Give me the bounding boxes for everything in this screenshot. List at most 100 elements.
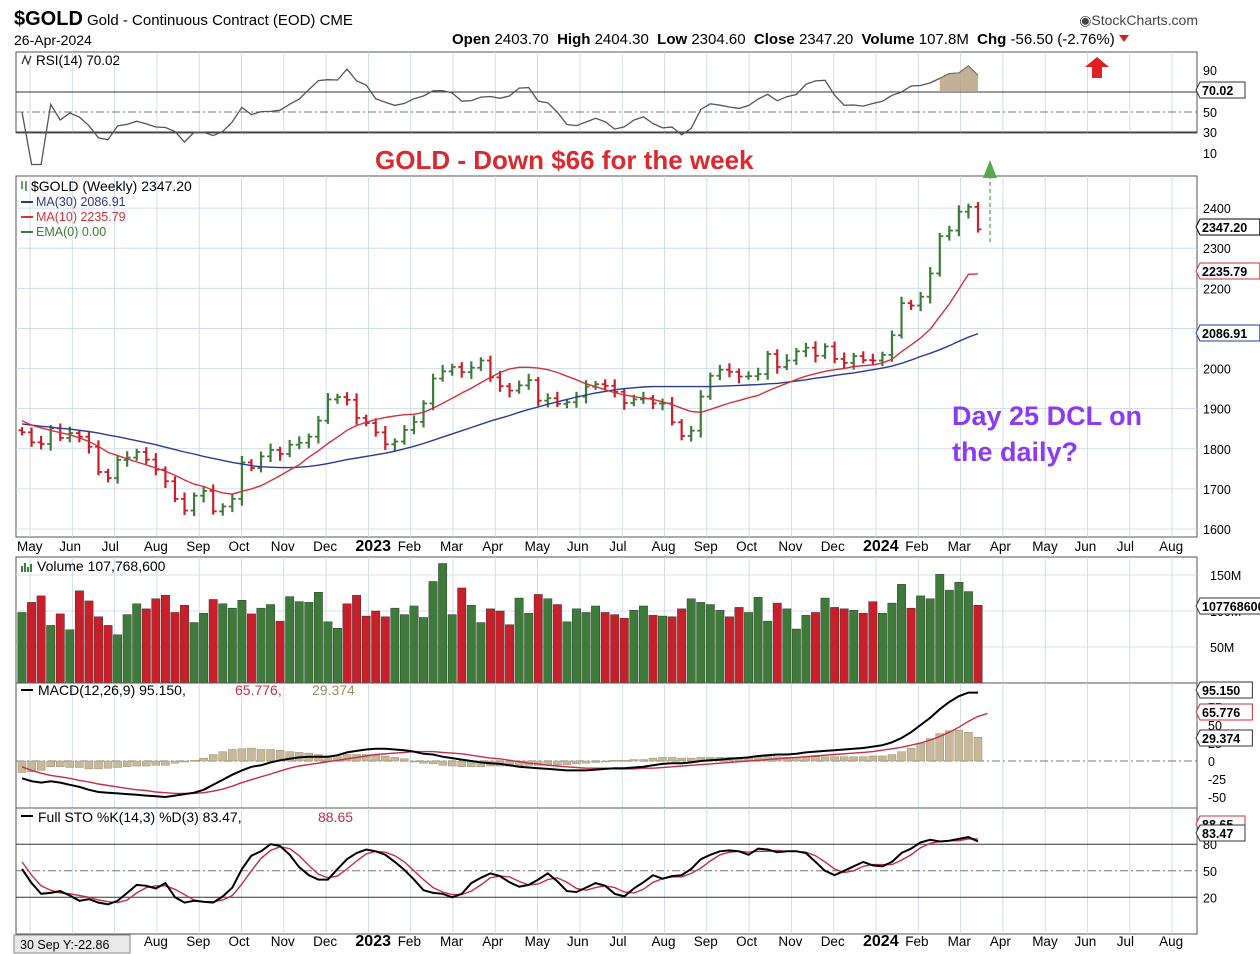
chart-date: 26-Apr-2024: [14, 32, 92, 48]
macd-histogram-bar: [600, 760, 610, 763]
brand-logo[interactable]: ◉StockCharts.com: [1079, 12, 1198, 28]
macd-histogram-bar: [591, 760, 600, 763]
volume-bar: [84, 600, 94, 684]
macd-histogram-bar: [56, 760, 65, 767]
volume-bar: [552, 604, 562, 684]
volume-bar: [55, 613, 65, 684]
volume-bar: [600, 612, 610, 684]
volume-bar: [352, 594, 361, 684]
month-axis-label-bottom: Aug: [652, 934, 676, 949]
volume-bar: [725, 616, 734, 684]
chart-header: $GOLD Gold - Continuous Contract (EOD) C…: [0, 0, 1260, 52]
month-axis-label: Aug: [1159, 539, 1183, 554]
volume-bar: [973, 605, 983, 684]
macd-histogram-bar: [17, 760, 27, 773]
price-bar: [811, 341, 819, 363]
volume-bar: [371, 610, 381, 684]
volume-bar: [380, 616, 390, 684]
price-bar: [228, 494, 236, 513]
month-axis-label-bottom: Apr: [990, 934, 1012, 949]
rsi-tick-label: 30: [1203, 126, 1217, 140]
macd-histogram-bar: [926, 738, 935, 762]
price-bar: [267, 443, 275, 462]
macd-histogram-bar: [830, 756, 839, 762]
price-legend-item: MA(10) 2235.79: [36, 210, 126, 224]
macd-histogram-bar: [103, 760, 113, 769]
macd-histogram-bar: [161, 760, 170, 766]
volume-bar: [935, 574, 945, 684]
month-axis-label: Apr: [990, 539, 1012, 554]
month-axis-label-bottom: Jul: [1117, 934, 1134, 949]
volume-bar: [925, 598, 935, 684]
month-axis-label: Aug: [144, 539, 168, 554]
month-axis-label: Jul: [1117, 539, 1134, 554]
macd-histogram-bar: [820, 756, 830, 762]
month-axis-label: Jun: [567, 539, 589, 554]
macd-histogram-bar: [247, 747, 256, 762]
volume-bar: [113, 634, 123, 684]
price-bar: [945, 225, 953, 241]
price-bar: [381, 425, 389, 450]
volume-bar: [906, 607, 916, 684]
month-axis-label: Dec: [313, 539, 337, 554]
price-bar: [620, 388, 628, 410]
price-bar: [295, 436, 303, 450]
sto-k-line: [21, 836, 979, 906]
macd-histogram-bar: [906, 747, 916, 762]
macd-histogram-bar: [84, 760, 94, 770]
price-bar: [114, 455, 122, 484]
ma10-line: [21, 273, 979, 495]
macd-histogram-bar: [610, 760, 619, 762]
volume-bar: [591, 605, 601, 684]
headline-annotation: GOLD - Down $66 for the week: [375, 145, 754, 175]
month-axis-label: 2024: [863, 538, 899, 555]
price-bar: [544, 393, 552, 408]
volume-bar: [868, 601, 878, 684]
price-bar: [400, 425, 408, 445]
macd-histogram-bar: [256, 749, 266, 762]
macd-histogram-bar: [46, 760, 55, 767]
macd-histogram-bar: [562, 760, 572, 765]
volume-bar: [189, 622, 199, 684]
price-bar: [792, 348, 800, 365]
volume-bar: [667, 616, 677, 684]
price-bar: [439, 364, 447, 382]
price-bar: [869, 353, 877, 365]
volume-bar: [151, 598, 161, 684]
macd-histogram-bar: [620, 760, 629, 762]
down-triangle-icon: [1118, 35, 1129, 42]
macd-histogram-bar: [629, 759, 639, 762]
volume-bar: [505, 624, 514, 684]
month-axis-label: Aug: [652, 539, 676, 554]
macd-label: MACD(12,26,9) 95.150,: [38, 682, 186, 698]
macd-histogram-bar: [639, 759, 648, 762]
price-bar: [773, 349, 781, 374]
macd-histogram-bar: [973, 737, 983, 762]
month-axis-label: Oct: [736, 539, 757, 554]
macd-hist-label: 29.374: [312, 682, 355, 698]
ma10-box: 2235.79: [1195, 262, 1260, 280]
price-tick-label: 2000: [1203, 363, 1231, 377]
price-bar: [506, 382, 514, 398]
macd-histogram-bar: [667, 757, 677, 762]
month-axis-label: Mar: [440, 539, 464, 554]
volume-bar: [390, 607, 400, 684]
volume-bar: [849, 610, 859, 684]
sto-tick-label: 20: [1203, 891, 1217, 905]
macd-histogram-bar: [122, 760, 132, 767]
volume-bar: [313, 592, 323, 684]
macd-histogram-bar: [687, 757, 696, 762]
price-bar: [333, 393, 341, 404]
volume-bar: [27, 602, 36, 684]
price-tick-label: 1600: [1203, 523, 1231, 537]
price-bar: [974, 202, 982, 233]
svg-text:2235.79: 2235.79: [1202, 265, 1247, 279]
price-bar: [735, 368, 743, 384]
volume-bar: [811, 612, 820, 684]
macd-histogram-bar: [36, 760, 46, 771]
price-tick-label: 1900: [1203, 403, 1231, 417]
price-bar: [745, 371, 753, 380]
macd-signal-label: 65.776,: [235, 682, 282, 698]
macd-histogram-bar: [189, 760, 199, 762]
